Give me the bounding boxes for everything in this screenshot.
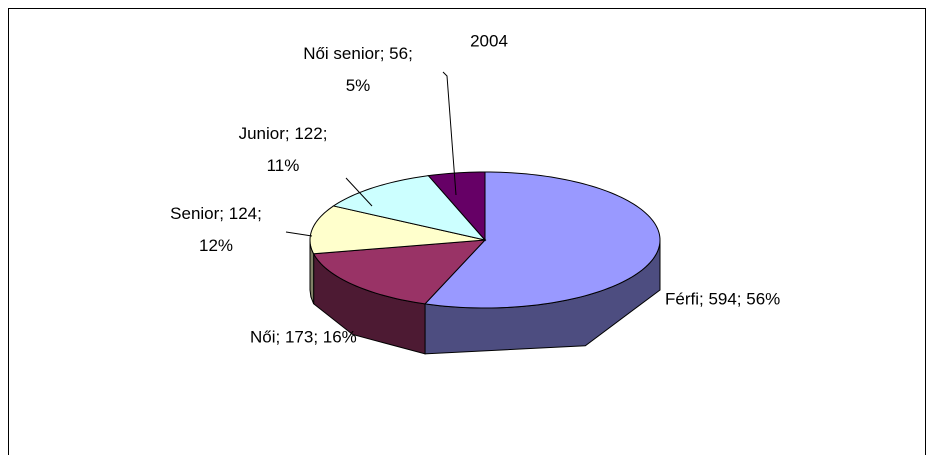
leader-line <box>285 231 313 237</box>
data-label: Férfi; 594; 56% <box>665 289 780 308</box>
leader-line <box>345 177 373 207</box>
pie-slice <box>427 171 486 242</box>
data-label: Női; 173; 16% <box>250 327 357 346</box>
pie-slice <box>309 205 486 255</box>
leader-line <box>442 71 457 196</box>
data-label: Női senior; 56; 5% <box>303 44 413 95</box>
chart-title: 2004 <box>470 31 508 50</box>
data-label: Senior; 124; 12% <box>170 204 262 255</box>
pie-slice <box>312 239 487 305</box>
data-label: Junior; 122; 11% <box>239 124 328 175</box>
pie-slice <box>332 175 487 241</box>
pie-slice <box>424 171 661 309</box>
